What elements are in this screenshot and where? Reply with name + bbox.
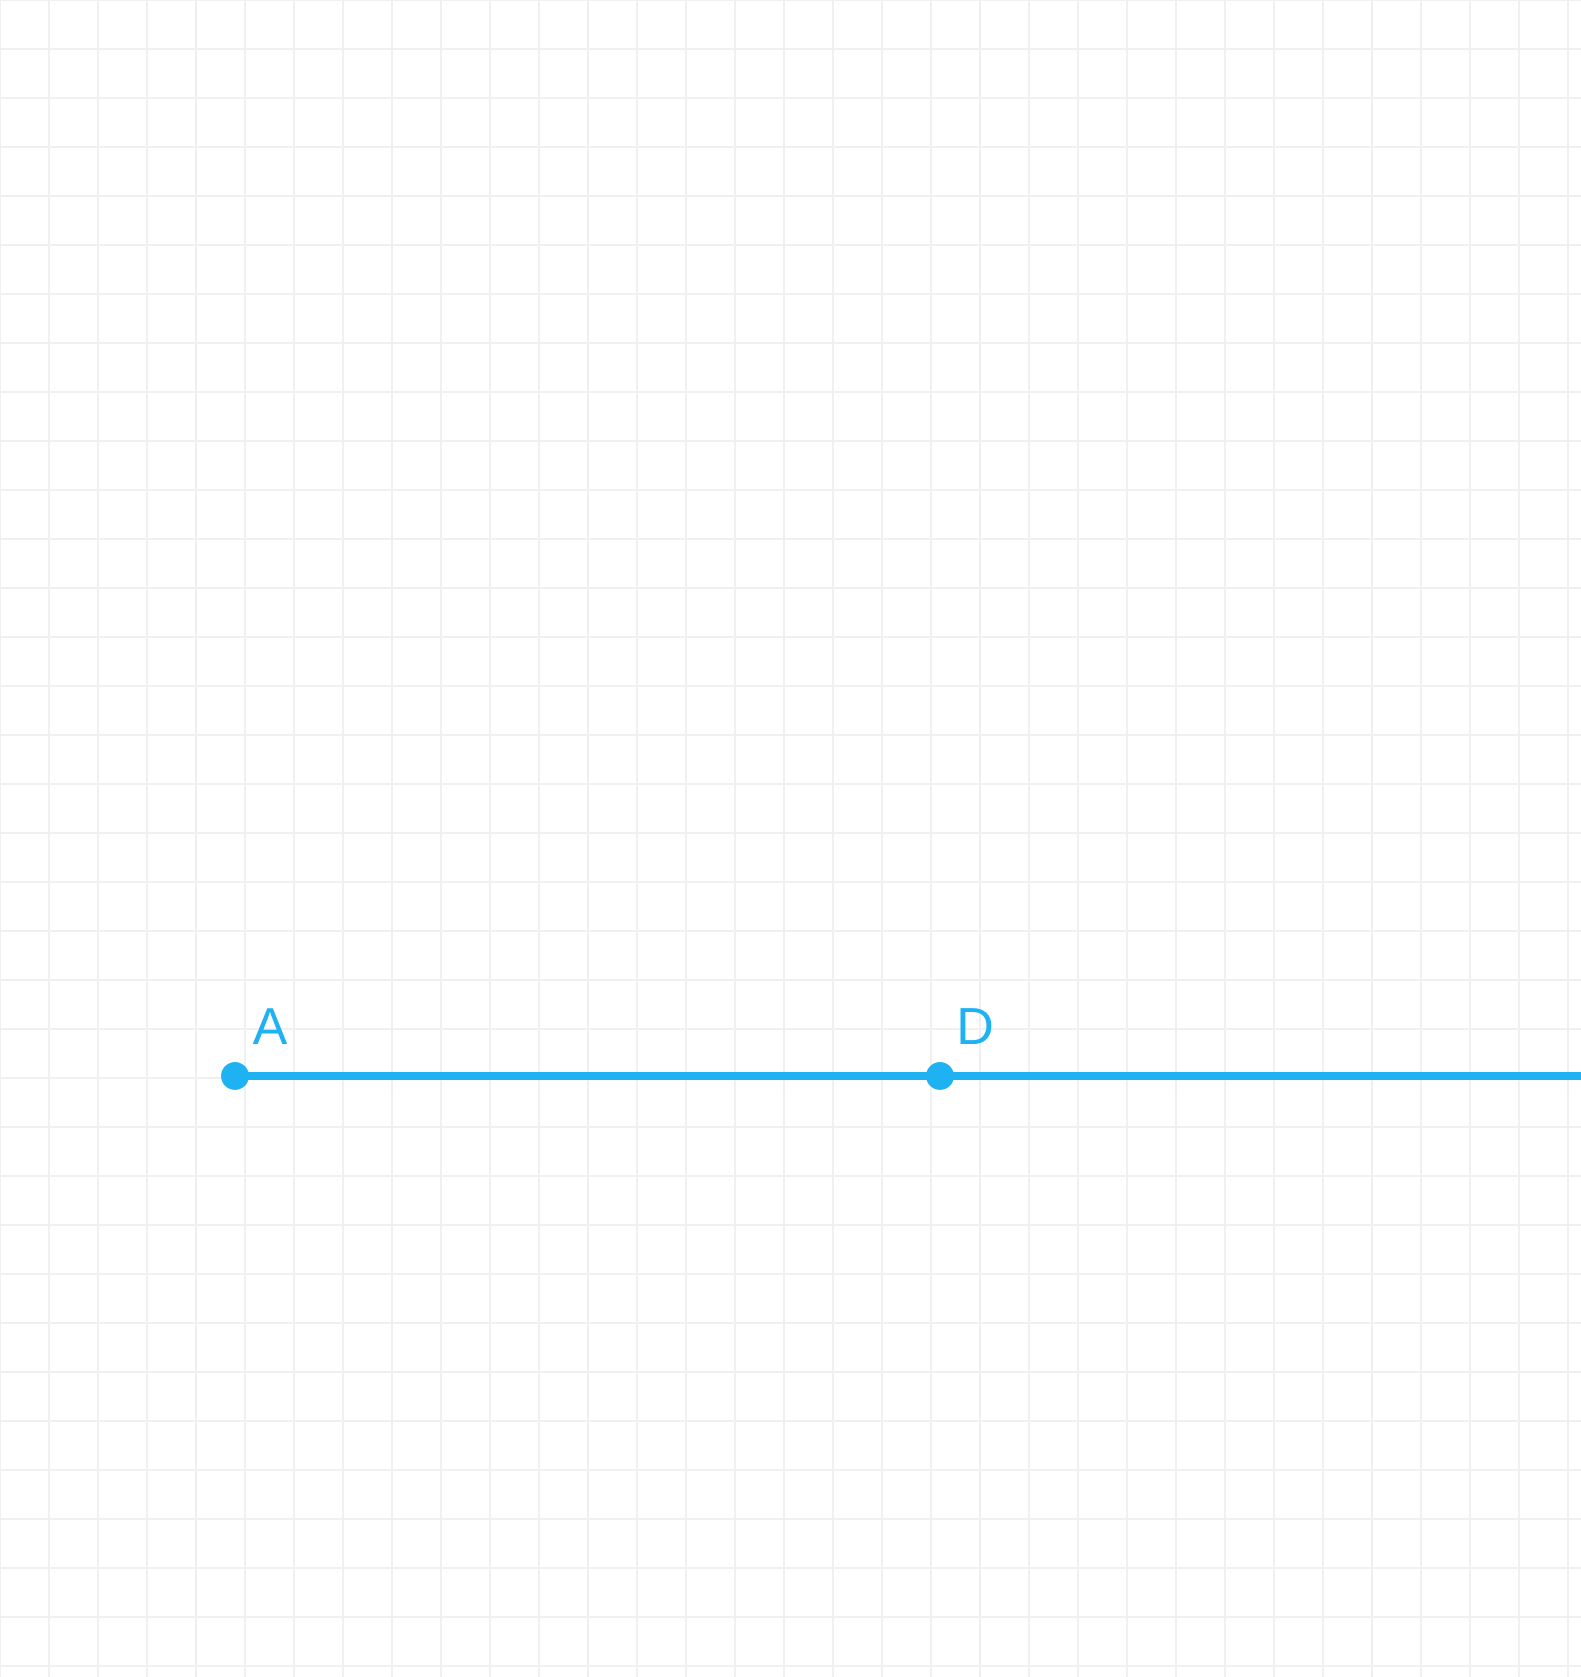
point-label-d: D xyxy=(956,998,994,1056)
grid xyxy=(0,0,1581,1677)
point-label-a: A xyxy=(253,998,288,1056)
geometry-canvas[interactable]: AD xyxy=(0,0,1581,1677)
point-d[interactable] xyxy=(926,1062,954,1090)
point-a[interactable] xyxy=(221,1062,249,1090)
